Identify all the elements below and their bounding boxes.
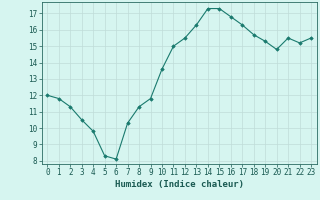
X-axis label: Humidex (Indice chaleur): Humidex (Indice chaleur) xyxy=(115,180,244,189)
